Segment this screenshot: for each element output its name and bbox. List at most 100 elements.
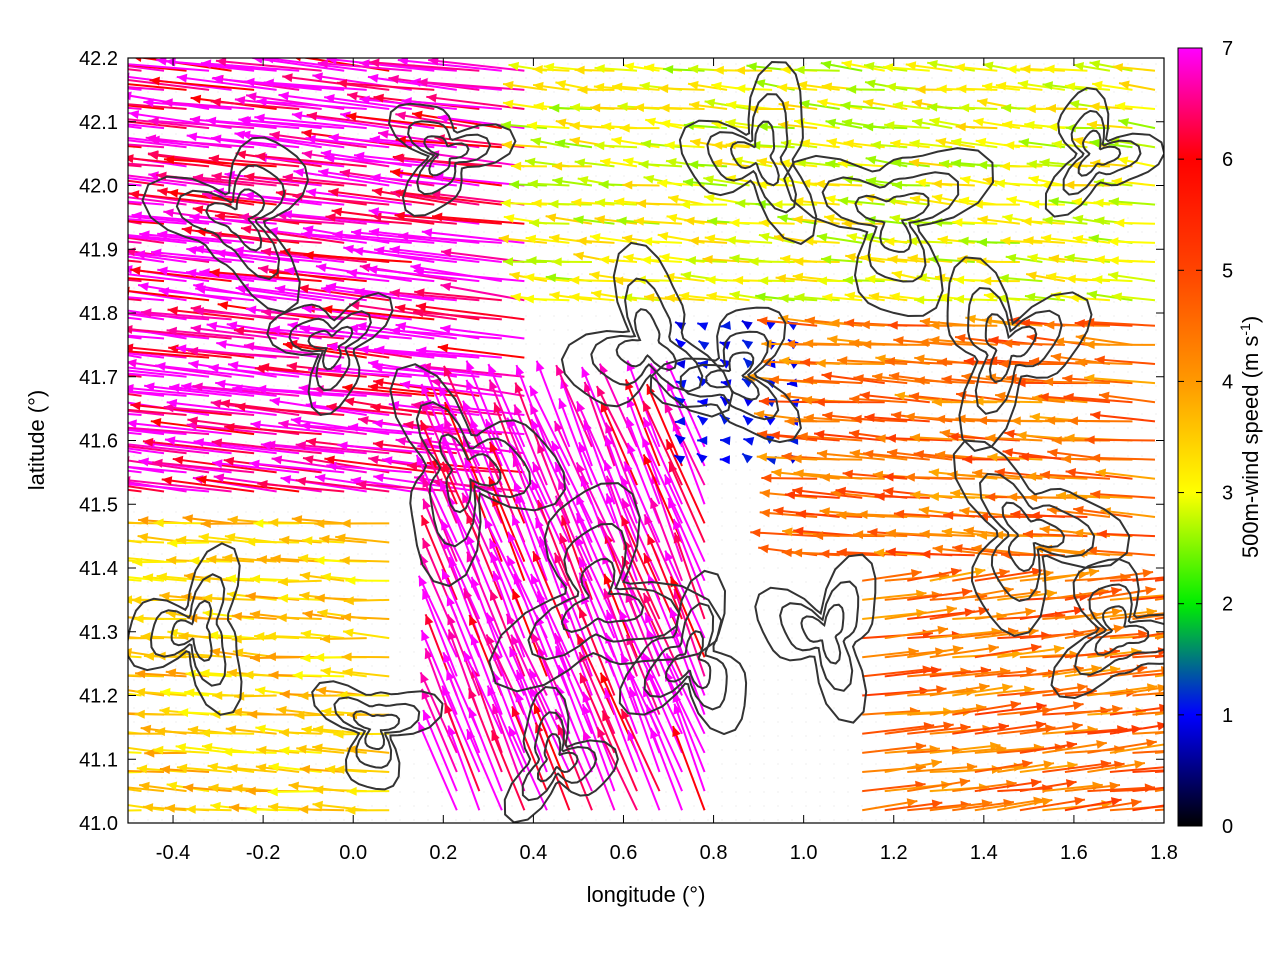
wind-vector-head (148, 171, 159, 181)
grid-dot (917, 189, 919, 191)
grid-dot (483, 301, 485, 303)
grid-dot (553, 805, 555, 807)
grid-dot (805, 273, 807, 275)
grid-dot (273, 427, 275, 429)
wind-vector-head (468, 707, 478, 719)
grid-dot (665, 497, 667, 499)
grid-dot (875, 217, 877, 219)
grid-dot (1141, 315, 1143, 317)
grid-dot (175, 483, 177, 485)
grid-dot (259, 609, 261, 611)
wind-vector-head (163, 403, 175, 413)
grid-dot (133, 455, 135, 457)
wind-vector-head (372, 419, 384, 429)
wind-vector (263, 58, 367, 72)
grid-dot (315, 245, 317, 247)
grid-dot (455, 133, 457, 135)
grid-dot (791, 525, 793, 527)
wind-vector-head (437, 343, 449, 353)
grid-dot (749, 819, 751, 821)
grid-dot (1043, 679, 1045, 681)
wind-vector (437, 345, 525, 359)
grid-dot (1085, 665, 1087, 667)
wind-vector (293, 170, 390, 187)
grid-dot (917, 679, 919, 681)
grid-dot (665, 707, 667, 709)
grid-dot (959, 245, 961, 247)
grid-dot (819, 259, 821, 261)
grid-dot (273, 707, 275, 709)
wind-vector (420, 688, 458, 773)
grid-dot (441, 553, 443, 555)
grid-dot (693, 287, 695, 289)
grid-dot (413, 637, 415, 639)
wind-vector (196, 477, 300, 493)
grid-dot (553, 791, 555, 793)
grid-dot (917, 133, 919, 135)
grid-dot (931, 469, 933, 471)
grid-dot (413, 623, 415, 625)
grid-dot (721, 91, 723, 93)
grid-dot (707, 777, 709, 779)
grid-dot (147, 455, 149, 457)
grid-dot (343, 77, 345, 79)
grid-dot (1155, 77, 1157, 79)
grid-dot (917, 77, 919, 79)
grid-dot (1085, 371, 1087, 373)
grid-dot (791, 763, 793, 765)
grid-dot (861, 77, 863, 79)
grid-dot (567, 357, 569, 359)
wind-vector (239, 132, 345, 149)
wind-vector (128, 235, 187, 244)
grid-dot (427, 245, 429, 247)
grid-dot (1127, 441, 1129, 443)
grid-dot (133, 707, 135, 709)
wind-vector (139, 232, 232, 244)
grid-dot (511, 231, 513, 233)
grid-dot (301, 189, 303, 191)
grid-dot (161, 427, 163, 429)
grid-dot (777, 595, 779, 597)
grid-dot (637, 315, 639, 317)
grid-dot (497, 805, 499, 807)
grid-dot (889, 91, 891, 93)
wind-vector (128, 386, 210, 397)
grid-dot (427, 133, 429, 135)
grid-dot (735, 385, 737, 387)
wind-vector-head (447, 725, 457, 737)
grid-dot (819, 735, 821, 737)
grid-dot (1141, 525, 1143, 527)
grid-dot (301, 441, 303, 443)
grid-dot (147, 819, 149, 821)
grid-dot (371, 679, 373, 681)
grid-dot (189, 791, 191, 793)
grid-dot (973, 567, 975, 569)
wind-vector (419, 436, 458, 524)
grid-dot (917, 623, 919, 625)
grid-dot (357, 511, 359, 513)
wind-vector-head (210, 399, 222, 409)
grid-dot (875, 805, 877, 807)
grid-dot (301, 427, 303, 429)
grid-dot (413, 371, 415, 373)
grid-dot (511, 595, 513, 597)
wind-vector-head (128, 384, 134, 393)
wind-vector (134, 252, 232, 263)
grid-dot (343, 497, 345, 499)
grid-dot (945, 245, 947, 247)
grid-dot (385, 707, 387, 709)
wind-vector-head (298, 384, 310, 394)
grid-dot (161, 259, 163, 261)
grid-dot (1141, 217, 1143, 219)
grid-dot (1029, 525, 1031, 527)
grid-dot (917, 63, 919, 65)
grid-dot (763, 707, 765, 709)
wind-vector-head (301, 129, 312, 139)
grid-dot (763, 483, 765, 485)
grid-dot (847, 371, 849, 373)
wind-vector (443, 365, 481, 448)
grid-dot (539, 301, 541, 303)
grid-dot (1015, 161, 1017, 163)
grid-dot (791, 133, 793, 135)
grid-dot (217, 511, 219, 513)
